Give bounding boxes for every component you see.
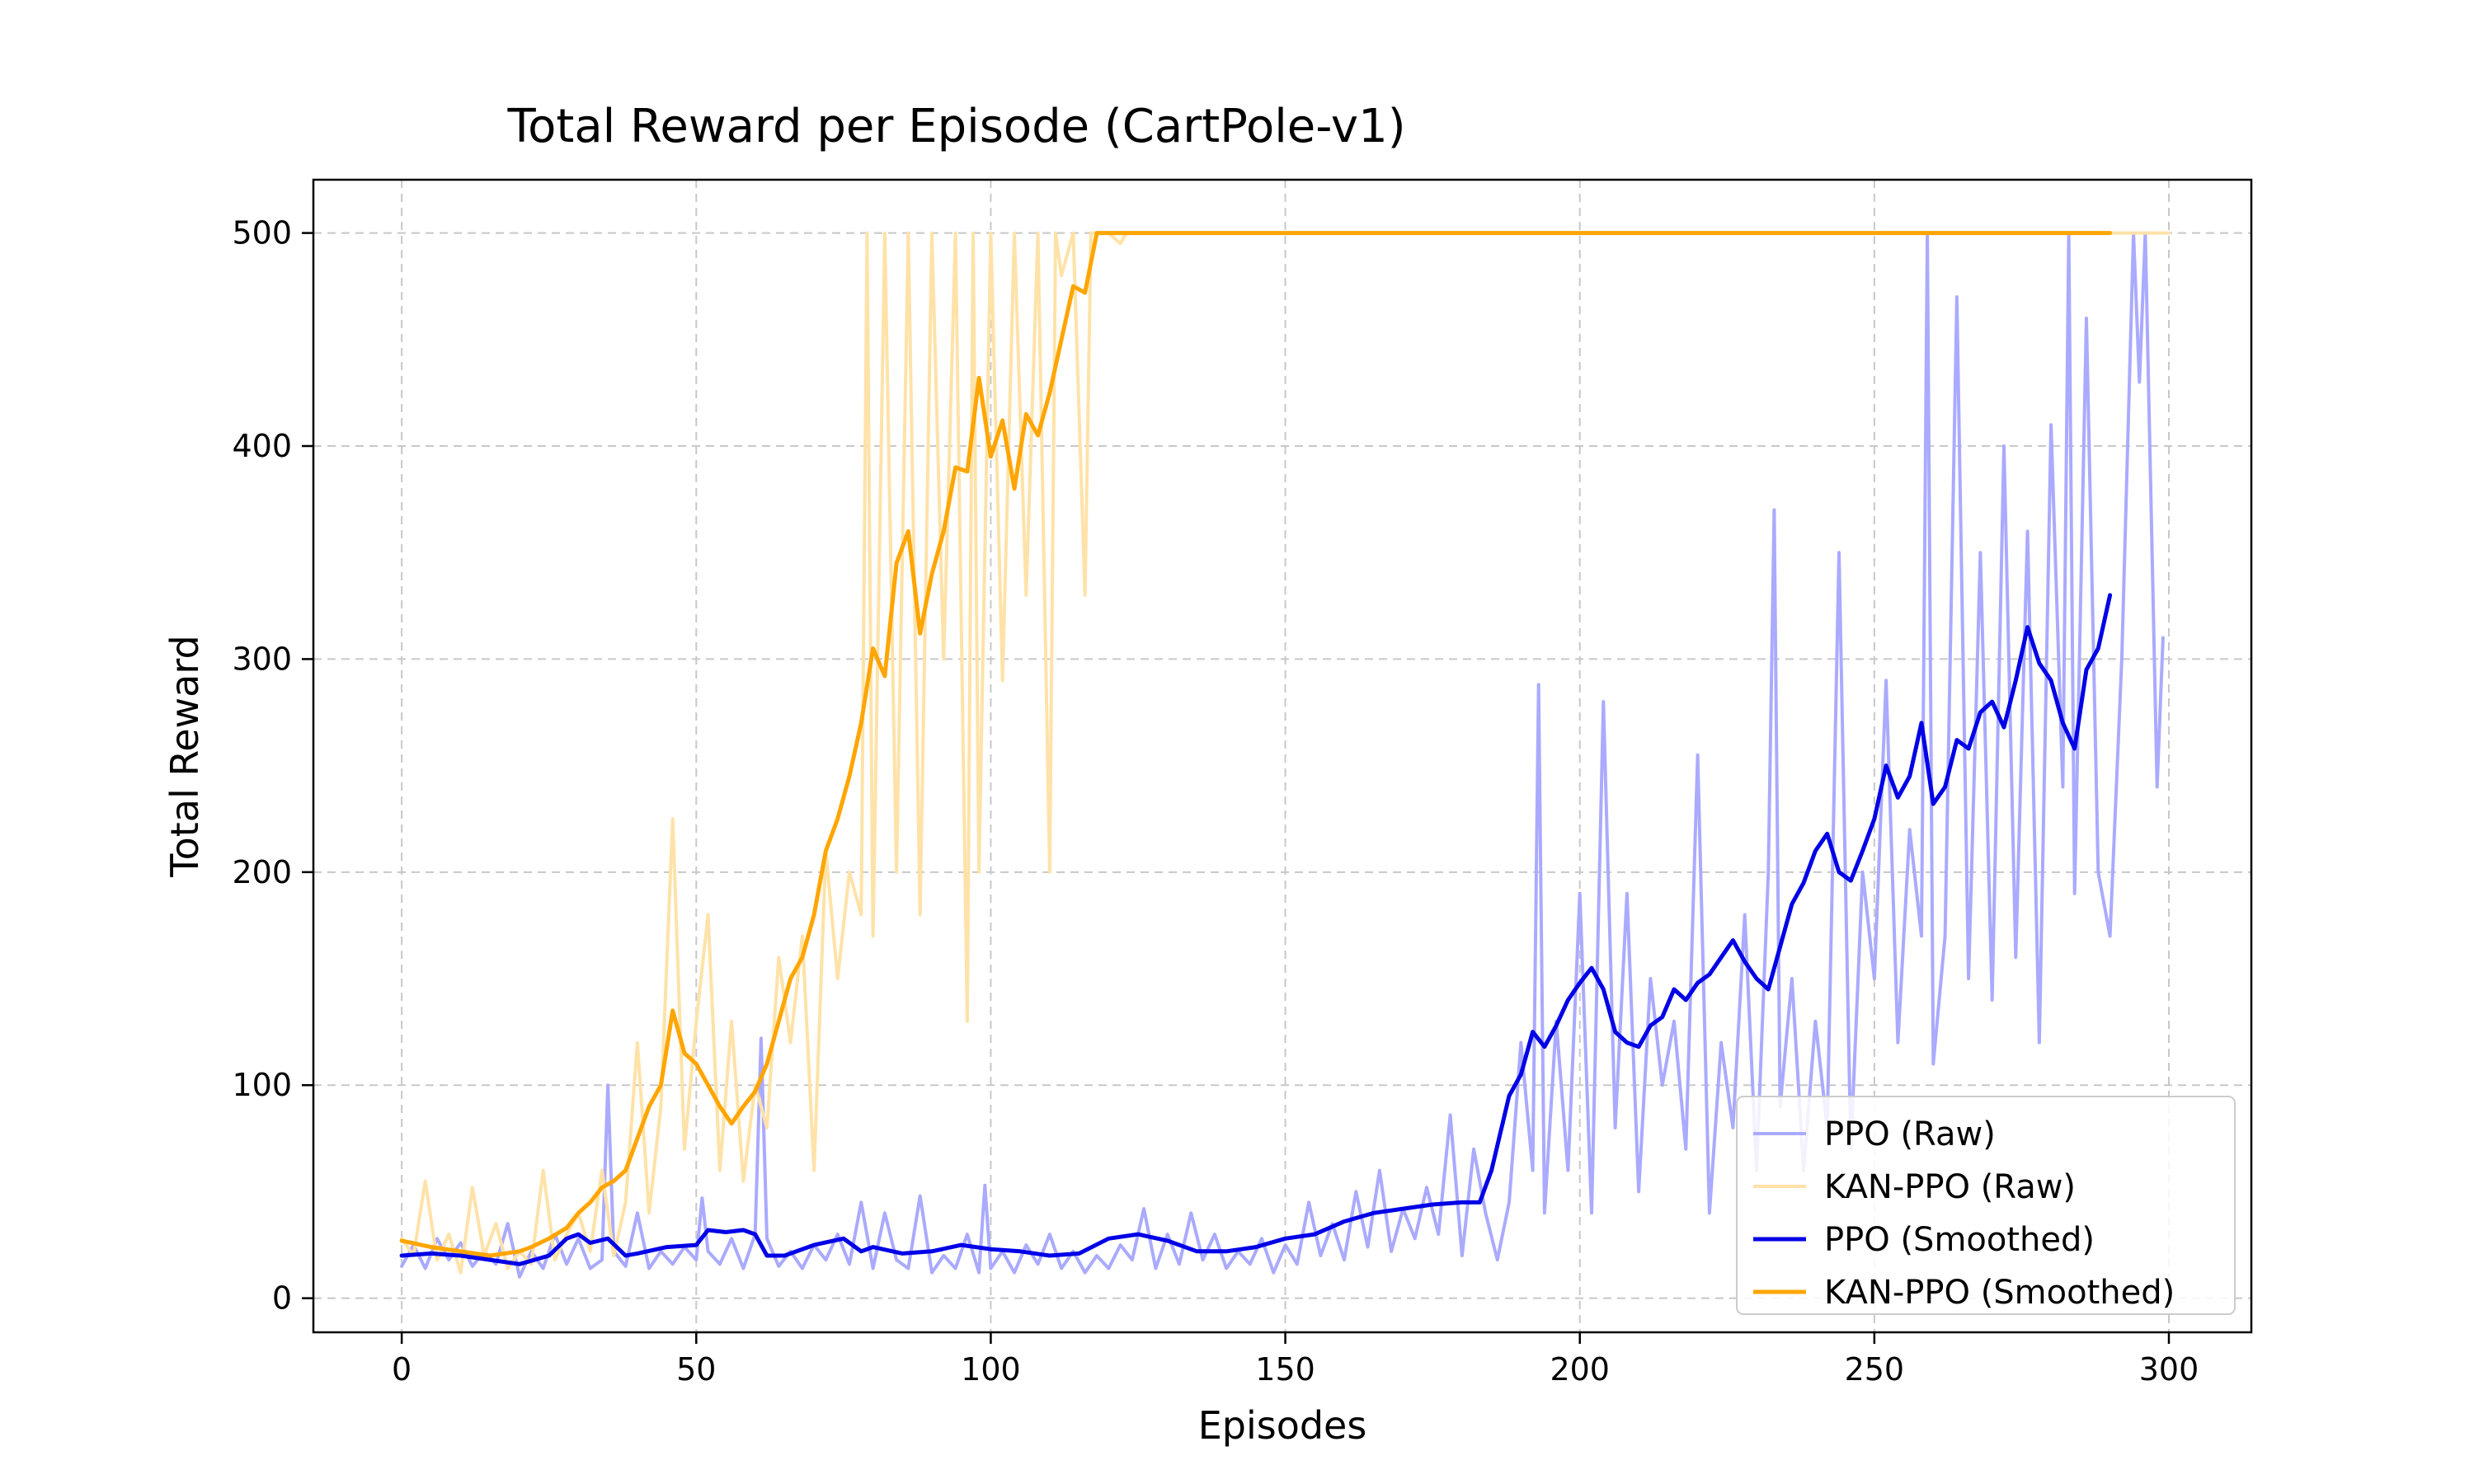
y-axis-label: Total Reward (162, 635, 207, 877)
legend-entry-label: PPO (Raw) (1824, 1115, 1996, 1153)
x-tick-label: 0 (392, 1351, 412, 1388)
y-tick-label: 100 (232, 1067, 292, 1103)
y-tick-label: 200 (232, 854, 292, 890)
legend-box (1736, 1096, 2236, 1315)
x-axis-ticks: 0 50 100 150 200 250 300 (392, 1332, 2199, 1388)
y-tick-label: 500 (232, 215, 292, 251)
series-line-1 (400, 231, 2165, 1279)
x-tick-label: 150 (1255, 1351, 1315, 1388)
series-layer (399, 231, 2171, 1279)
x-tick-label: 300 (2139, 1351, 2199, 1388)
series-line-2 (400, 231, 2171, 1275)
x-tick-label: 100 (961, 1351, 1021, 1388)
series-line-3 (399, 593, 2113, 1266)
y-tick-label: 300 (232, 641, 292, 677)
x-tick-label: 50 (676, 1351, 716, 1388)
y-tick-label: 0 (272, 1280, 292, 1317)
y-tick-label: 400 (232, 428, 292, 464)
legend-entry-label: KAN-PPO (Raw) (1824, 1168, 2076, 1206)
x-tick-label: 250 (1845, 1351, 1905, 1388)
plot-frame (312, 178, 2253, 1334)
y-axis-ticks: 0 100 200 300 400 500 (232, 215, 313, 1317)
chart-title: Total Reward per Episode (CartPole-v1) (506, 100, 1405, 153)
x-axis-label: Episodes (1198, 1403, 1367, 1448)
legend-entry-label: KAN-PPO (Smoothed) (1824, 1274, 2175, 1312)
x-tick-label: 200 (1550, 1351, 1610, 1388)
legend-entry-label: PPO (Smoothed) (1824, 1221, 2095, 1259)
series-line-4 (399, 231, 2113, 1258)
legend: PPO (Raw) KAN-PPO (Raw) PPO (Smoothed) KAN-… (1736, 1096, 2236, 1315)
